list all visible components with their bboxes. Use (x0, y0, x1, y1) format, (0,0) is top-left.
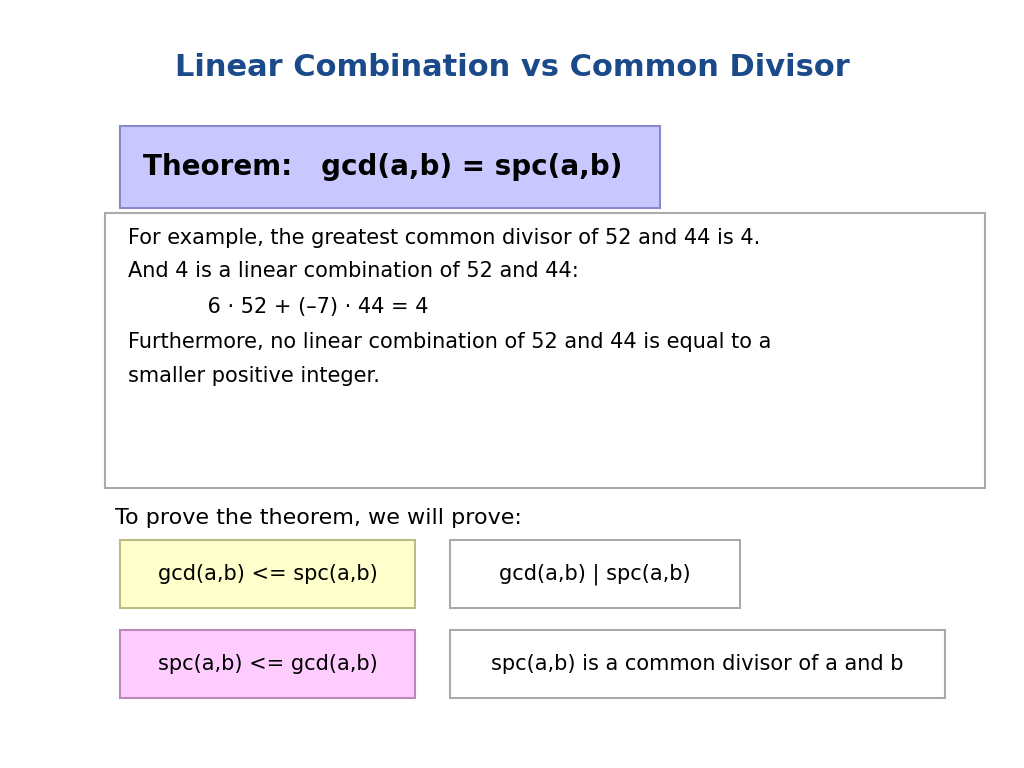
Text: To prove the theorem, we will prove:: To prove the theorem, we will prove: (115, 508, 522, 528)
FancyBboxPatch shape (120, 630, 415, 698)
Text: 6 · 52 + (–7) · 44 = 4: 6 · 52 + (–7) · 44 = 4 (128, 297, 428, 317)
Text: spc(a,b) <= gcd(a,b): spc(a,b) <= gcd(a,b) (158, 654, 378, 674)
FancyBboxPatch shape (450, 540, 740, 608)
FancyBboxPatch shape (120, 126, 660, 208)
FancyBboxPatch shape (450, 630, 945, 698)
Text: Theorem:   gcd(a,b) = spc(a,b): Theorem: gcd(a,b) = spc(a,b) (143, 153, 623, 181)
Text: spc(a,b) is a common divisor of a and b: spc(a,b) is a common divisor of a and b (492, 654, 904, 674)
Text: gcd(a,b) <= spc(a,b): gcd(a,b) <= spc(a,b) (158, 564, 378, 584)
Text: Furthermore, no linear combination of 52 and 44 is equal to a: Furthermore, no linear combination of 52… (128, 332, 771, 352)
Text: And 4 is a linear combination of 52 and 44:: And 4 is a linear combination of 52 and … (128, 261, 579, 281)
FancyBboxPatch shape (105, 213, 985, 488)
Text: smaller positive integer.: smaller positive integer. (128, 366, 380, 386)
FancyBboxPatch shape (120, 540, 415, 608)
Text: gcd(a,b) | spc(a,b): gcd(a,b) | spc(a,b) (499, 563, 691, 584)
Text: Linear Combination vs Common Divisor: Linear Combination vs Common Divisor (175, 53, 849, 82)
Text: For example, the greatest common divisor of 52 and 44 is 4.: For example, the greatest common divisor… (128, 228, 760, 248)
